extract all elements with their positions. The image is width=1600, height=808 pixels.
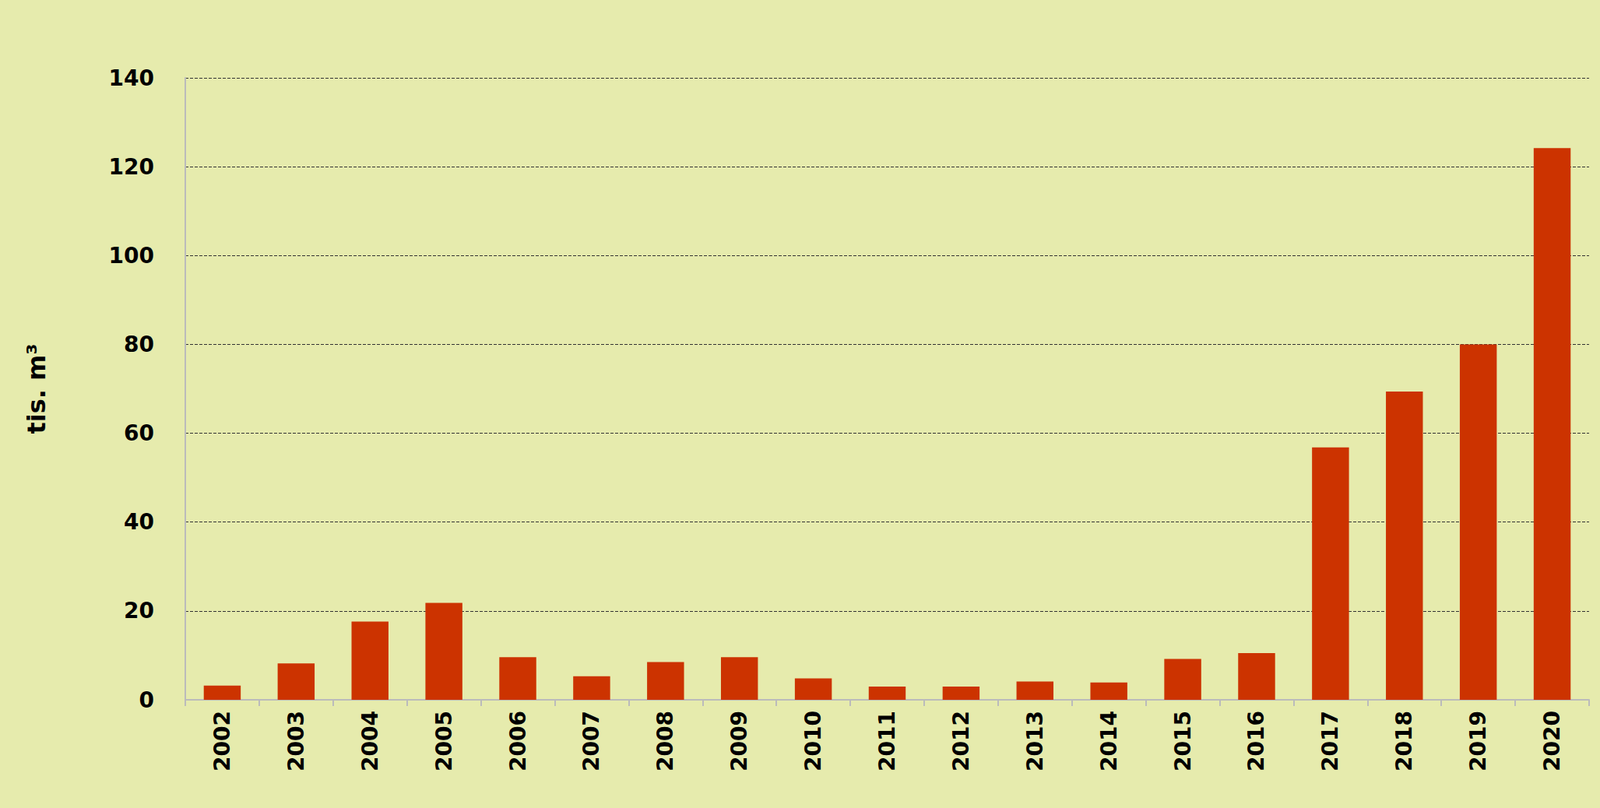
svg-text:80: 80 (123, 331, 155, 358)
svg-text:140: 140 (109, 65, 155, 92)
svg-text:2014: 2014 (1096, 710, 1122, 772)
svg-text:40: 40 (123, 509, 155, 535)
svg-text:2018: 2018 (1391, 710, 1418, 772)
svg-text:2009: 2009 (726, 710, 753, 772)
svg-text:2019: 2019 (1465, 710, 1491, 772)
svg-text:2004: 2004 (357, 710, 384, 772)
svg-text:2015: 2015 (1170, 710, 1196, 772)
svg-text:2010: 2010 (800, 710, 827, 772)
svg-text:20: 20 (123, 597, 155, 624)
svg-text:2007: 2007 (578, 710, 605, 772)
svg-text:2002: 2002 (209, 710, 236, 772)
svg-text:2008: 2008 (652, 710, 679, 772)
svg-text:2012: 2012 (948, 710, 975, 772)
svg-text:120: 120 (109, 154, 155, 180)
svg-text:0: 0 (139, 687, 155, 714)
svg-text:2017: 2017 (1317, 710, 1344, 772)
svg-text:2016: 2016 (1243, 710, 1270, 772)
svg-text:tis. m³: tis. m³ (21, 344, 52, 435)
svg-text:2005: 2005 (431, 710, 458, 772)
svg-text:2013: 2013 (1022, 710, 1048, 772)
svg-text:2011: 2011 (874, 710, 901, 772)
svg-text:100: 100 (109, 242, 155, 269)
svg-text:2006: 2006 (505, 710, 531, 772)
svg-text:2003: 2003 (283, 710, 310, 772)
svg-text:2020: 2020 (1539, 710, 1565, 772)
svg-text:60: 60 (123, 420, 155, 447)
